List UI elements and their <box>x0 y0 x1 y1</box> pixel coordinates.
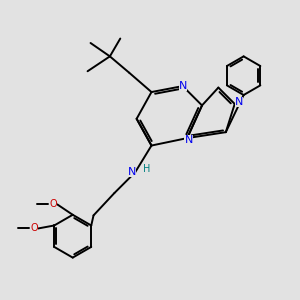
Text: N: N <box>178 81 187 91</box>
Text: O: O <box>31 224 38 233</box>
Text: O: O <box>50 200 57 209</box>
Text: N: N <box>235 98 243 107</box>
Text: N: N <box>184 135 193 145</box>
Text: H: H <box>143 164 151 174</box>
Text: N: N <box>128 167 136 177</box>
